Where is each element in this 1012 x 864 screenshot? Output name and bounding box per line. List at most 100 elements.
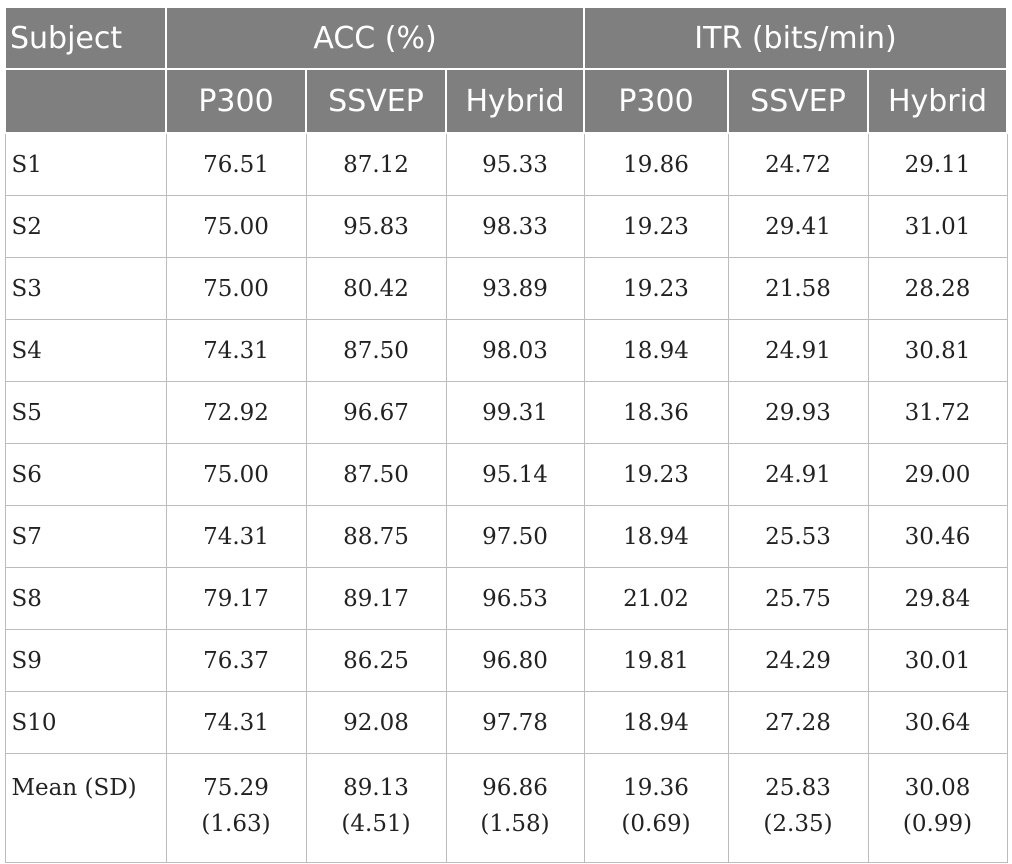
value-cell: 95.83 [305, 195, 447, 258]
value-cell: 19.23 [583, 195, 729, 258]
table-row: S1 76.51 87.12 95.33 19.86 24.72 29.11 [4, 132, 1008, 196]
subject-cell: S1 [4, 132, 167, 196]
value-cell: 18.94 [583, 691, 729, 754]
mean-cell: 30.08 (0.99) [867, 753, 1008, 863]
value-cell: 18.94 [583, 505, 729, 568]
table-row: S2 75.00 95.83 98.33 19.23 29.41 31.01 [4, 195, 1008, 258]
value-cell: 87.12 [305, 132, 447, 196]
header-itr-ssvep: SSVEP [727, 68, 869, 134]
table-row: S6 75.00 87.50 95.14 19.23 24.91 29.00 [4, 443, 1008, 506]
value-cell: 18.36 [583, 381, 729, 444]
mean-value: 25.83 [765, 775, 831, 801]
value-cell: 21.58 [727, 257, 869, 320]
mean-cell: 75.29 (1.63) [165, 753, 307, 863]
value-cell: 24.91 [727, 443, 869, 506]
value-cell: 97.78 [445, 691, 585, 754]
value-cell: 29.41 [727, 195, 869, 258]
header-itr-p300: P300 [583, 68, 729, 134]
mean-value: 89.13 [343, 775, 409, 801]
value-cell: 29.00 [867, 443, 1008, 506]
value-cell: 30.64 [867, 691, 1008, 754]
table-row: S5 72.92 96.67 99.31 18.36 29.93 31.72 [4, 381, 1008, 444]
value-cell: 19.23 [583, 443, 729, 506]
value-cell: 86.25 [305, 629, 447, 692]
value-cell: 93.89 [445, 257, 585, 320]
value-cell: 96.80 [445, 629, 585, 692]
table-row: S8 79.17 89.17 96.53 21.02 25.75 29.84 [4, 567, 1008, 630]
table-row: S9 76.37 86.25 96.80 19.81 24.29 30.01 [4, 629, 1008, 692]
subject-cell: S2 [4, 195, 167, 258]
mean-value: 75.29 [203, 775, 269, 801]
value-cell: 31.72 [867, 381, 1008, 444]
header-empty [4, 68, 167, 134]
mean-row: Mean (SD) 75.29 (1.63) 89.13 (4.51) 96.86 (1.5… [4, 753, 1008, 863]
subject-cell: S6 [4, 443, 167, 506]
value-cell: 18.94 [583, 319, 729, 382]
value-cell: 19.23 [583, 257, 729, 320]
subject-cell: S4 [4, 319, 167, 382]
header-acc: ACC (%) [165, 6, 585, 70]
subject-cell: S5 [4, 381, 167, 444]
mean-cell: 96.86 (1.58) [445, 753, 585, 863]
subject-cell: S10 [4, 691, 167, 754]
subject-cell: S8 [4, 567, 167, 630]
header-itr: ITR (bits/min) [583, 6, 1008, 70]
value-cell: 24.91 [727, 319, 869, 382]
table-row: S3 75.00 80.42 93.89 19.23 21.58 28.28 [4, 257, 1008, 320]
subject-cell: S9 [4, 629, 167, 692]
value-cell: 75.00 [165, 443, 307, 506]
value-cell: 97.50 [445, 505, 585, 568]
sd-value: (1.58) [480, 811, 550, 837]
mean-cell: 19.36 (0.69) [583, 753, 729, 863]
value-cell: 72.92 [165, 381, 307, 444]
header-acc-hybrid: Hybrid [445, 68, 585, 134]
value-cell: 87.50 [305, 319, 447, 382]
subject-cell: S3 [4, 257, 167, 320]
mean-value: 19.36 [623, 775, 689, 801]
value-cell: 92.08 [305, 691, 447, 754]
value-cell: 24.29 [727, 629, 869, 692]
mean-value: 30.08 [904, 775, 971, 801]
sd-value: (0.69) [621, 811, 691, 837]
value-cell: 76.51 [165, 132, 307, 196]
sd-value: (4.51) [341, 811, 411, 837]
header-acc-ssvep: SSVEP [305, 68, 447, 134]
value-cell: 75.00 [165, 257, 307, 320]
table-row: S7 74.31 88.75 97.50 18.94 25.53 30.46 [4, 505, 1008, 568]
value-cell: 29.93 [727, 381, 869, 444]
mean-cell: 25.83 (2.35) [727, 753, 869, 863]
value-cell: 25.75 [727, 567, 869, 630]
sd-value: (2.35) [763, 811, 833, 837]
value-cell: 79.17 [165, 567, 307, 630]
value-cell: 75.00 [165, 195, 307, 258]
value-cell: 87.50 [305, 443, 447, 506]
mean-cell: 89.13 (4.51) [305, 753, 447, 863]
subject-cell: S7 [4, 505, 167, 568]
value-cell: 74.31 [165, 505, 307, 568]
sd-value: (0.99) [902, 811, 973, 837]
value-cell: 21.02 [583, 567, 729, 630]
value-cell: 29.84 [867, 567, 1008, 630]
table-row: S4 74.31 87.50 98.03 18.94 24.91 30.81 [4, 319, 1008, 382]
value-cell: 98.33 [445, 195, 585, 258]
value-cell: 99.31 [445, 381, 585, 444]
value-cell: 80.42 [305, 257, 447, 320]
value-cell: 28.28 [867, 257, 1008, 320]
sd-value: (1.63) [201, 811, 271, 837]
header-acc-p300: P300 [165, 68, 307, 134]
value-cell: 27.28 [727, 691, 869, 754]
value-cell: 30.46 [867, 505, 1008, 568]
header-itr-hybrid: Hybrid [867, 68, 1008, 134]
value-cell: 25.53 [727, 505, 869, 568]
value-cell: 89.17 [305, 567, 447, 630]
value-cell: 95.14 [445, 443, 585, 506]
value-cell: 29.11 [867, 132, 1008, 196]
table-body: S1 76.51 87.12 95.33 19.86 24.72 29.11 S2 75.00 9… [4, 132, 1008, 863]
value-cell: 24.72 [727, 132, 869, 196]
value-cell: 88.75 [305, 505, 447, 568]
value-cell: 31.01 [867, 195, 1008, 258]
value-cell: 19.81 [583, 629, 729, 692]
value-cell: 74.31 [165, 319, 307, 382]
value-cell: 30.01 [867, 629, 1008, 692]
mean-value: 96.86 [482, 775, 548, 801]
